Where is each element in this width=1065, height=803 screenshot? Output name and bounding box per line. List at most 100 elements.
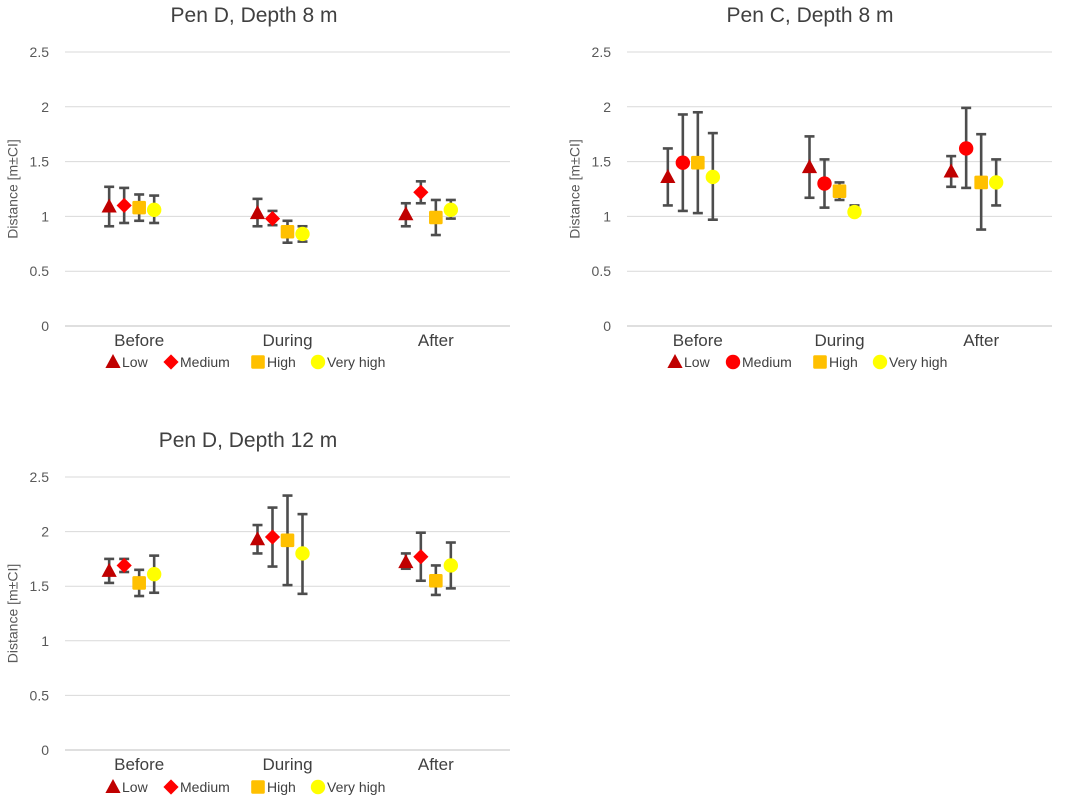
y-tick-label: 0 [603, 318, 611, 334]
data-point [280, 224, 295, 239]
legend-marker-circle [310, 354, 326, 370]
data-point [146, 566, 162, 582]
x-tick-label: Before [673, 331, 723, 350]
legend-label: Very high [327, 354, 385, 370]
chart-panel-3: Pen D, Depth 12 m Distance [m±CI] 0 0.5 1 1.5… [5, 429, 510, 795]
y-tick-label: 2 [41, 524, 49, 540]
x-tick-label: After [963, 331, 999, 350]
data-point [660, 168, 676, 183]
data-point [801, 159, 818, 174]
legend-marker-diamond [163, 354, 179, 370]
legend-marker-diamond [163, 779, 179, 795]
legend-marker-square [251, 355, 265, 369]
legend-marker-triangle [105, 779, 121, 793]
data-point [132, 200, 146, 215]
data-point [413, 549, 429, 565]
y-tick-label: 1.5 [30, 578, 50, 594]
legend-label: Very high [889, 354, 947, 370]
data-point [132, 576, 146, 590]
y-tick-label: 2 [603, 99, 611, 115]
series-very-high [146, 194, 459, 243]
chart-panel-1: Pen D, Depth 8 m Distance [m±CI] 0 0.5 1 1.5 2… [5, 4, 510, 370]
data-point [146, 202, 162, 218]
chart-title: Pen D, Depth 12 m [159, 429, 338, 452]
x-tick-label: During [262, 755, 312, 774]
series-medium [116, 180, 429, 227]
legend-marker-square [251, 780, 265, 794]
data-point [101, 562, 117, 577]
series-low [101, 523, 414, 585]
chart-panel-2: Pen C, Depth 8 m Distance [m±CI] 0 0.5 1 1.5 2… [567, 4, 1052, 370]
y-tick-label: 1 [603, 208, 611, 224]
legend-label: Low [684, 354, 711, 370]
series-high [132, 494, 443, 598]
data-point [443, 558, 459, 573]
chart-title: Pen D, Depth 8 m [171, 4, 338, 27]
legend-label: Low [122, 779, 149, 795]
y-tick-label: 1.5 [30, 154, 50, 170]
data-point [101, 198, 117, 213]
series-low [660, 135, 959, 207]
series-low [101, 185, 414, 228]
y-tick-label: 1 [41, 633, 49, 649]
data-point [988, 175, 1004, 190]
data-point [429, 210, 443, 225]
data-point [675, 155, 691, 170]
legend-label: High [829, 354, 858, 370]
data-point [249, 205, 266, 220]
legend-marker-circle [310, 779, 326, 795]
y-tick-label: 2.5 [592, 44, 612, 60]
x-tick-label: After [418, 755, 454, 774]
y-tick-label: 2.5 [30, 469, 50, 485]
data-point [974, 175, 988, 190]
data-point [958, 141, 974, 156]
series-high [132, 193, 443, 245]
x-tick-label: Before [114, 755, 164, 774]
data-point [116, 557, 132, 574]
legend-marker-triangle [105, 354, 121, 368]
data-point [295, 546, 310, 561]
series-high [691, 110, 988, 231]
data-point [264, 210, 281, 227]
data-point [429, 573, 443, 588]
legend-marker-triangle [667, 354, 683, 368]
data-point [691, 155, 705, 170]
y-tick-label: 0.5 [30, 263, 50, 279]
legend-label: Medium [180, 354, 230, 370]
y-tick-label: 0.5 [592, 263, 612, 279]
legend: Low Medium High Very high [667, 354, 947, 370]
legend-label: High [267, 354, 296, 370]
y-tick-label: 0.5 [30, 687, 50, 703]
data-point [264, 529, 281, 545]
y-tick-label: 2.5 [30, 44, 50, 60]
legend-marker-circle [725, 354, 741, 370]
x-tick-label: After [418, 331, 454, 350]
series-very-high [705, 131, 1004, 221]
legend-label: Medium [742, 354, 792, 370]
y-axis-label: Distance [m±CI] [567, 139, 583, 238]
legend-marker-circle [872, 354, 888, 370]
data-point [295, 226, 310, 242]
data-point [413, 184, 429, 200]
y-axis-label: Distance [m±CI] [5, 564, 21, 663]
y-axis-label: Distance [m±CI] [5, 139, 21, 238]
x-tick-label: During [814, 331, 864, 350]
y-tick-label: 1 [41, 208, 49, 224]
series-very-high [146, 512, 459, 596]
legend: Low Medium High Very high [105, 779, 385, 795]
series-medium [675, 106, 974, 213]
data-point [847, 204, 862, 220]
y-tick-label: 0 [41, 742, 49, 758]
legend-label: Medium [180, 779, 230, 795]
y-tick-label: 2 [41, 99, 49, 115]
data-point [943, 163, 959, 178]
data-point [832, 184, 847, 198]
data-point [443, 202, 459, 218]
data-point [249, 531, 266, 546]
legend-marker-square [813, 355, 827, 369]
legend-label: Low [122, 354, 149, 370]
data-point [280, 533, 295, 548]
y-tick-label: 0 [41, 318, 49, 334]
legend-label: Very high [327, 779, 385, 795]
